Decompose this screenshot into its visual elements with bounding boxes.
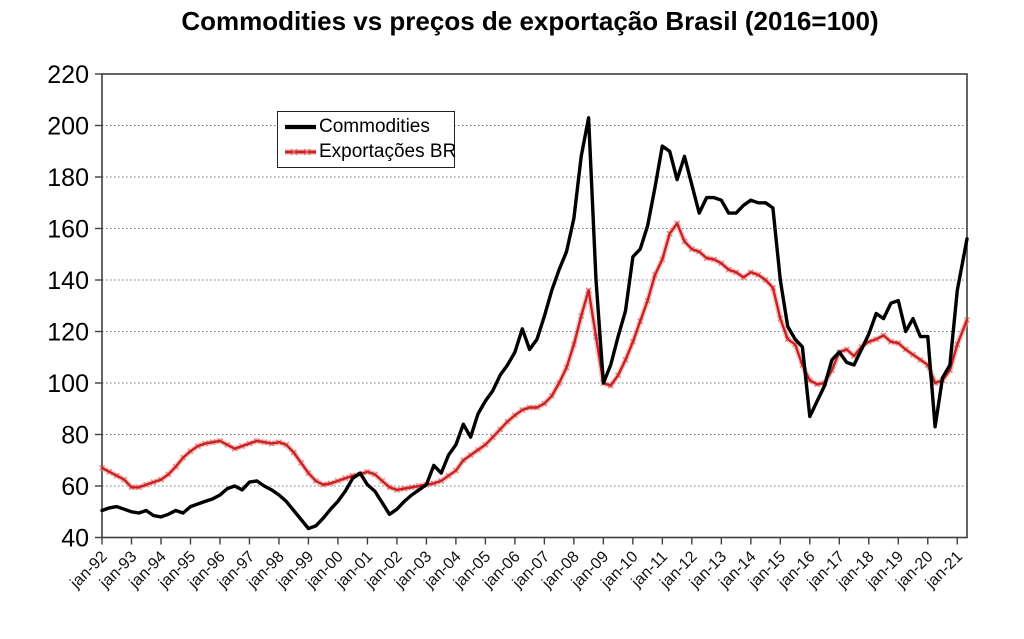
y-axis-label: 160 <box>47 216 89 244</box>
y-axis-label: 220 <box>47 61 89 89</box>
legend-item-exportacoes: Exportações BR <box>284 140 456 164</box>
y-axis-label: 180 <box>47 164 89 192</box>
chart-legend: Commodities Exportações BR <box>277 111 456 168</box>
y-axis-label: 60 <box>61 473 89 501</box>
y-axis-label: 200 <box>47 113 89 141</box>
legend-item-commodities: Commodities <box>284 115 450 139</box>
legend-commodities-line-sample <box>285 125 316 130</box>
legend-commodities-label: Commodities <box>319 116 430 138</box>
legend-exportacoes-line-sample <box>285 148 316 156</box>
series-commodities-line <box>100 116 969 531</box>
chart-title: Commodities vs preços de exportação Bras… <box>181 6 879 36</box>
series-exporta-es-br-line <box>100 222 969 492</box>
y-axis-label: 140 <box>47 267 89 295</box>
y-axis-label: 80 <box>61 422 89 450</box>
plot-frame <box>101 73 968 539</box>
legend-exportacoes-label: Exportações BR <box>319 140 457 162</box>
y-axis-label: 120 <box>47 319 89 347</box>
y-axis-label: 100 <box>47 370 89 398</box>
y-axis-label: 40 <box>61 525 89 553</box>
